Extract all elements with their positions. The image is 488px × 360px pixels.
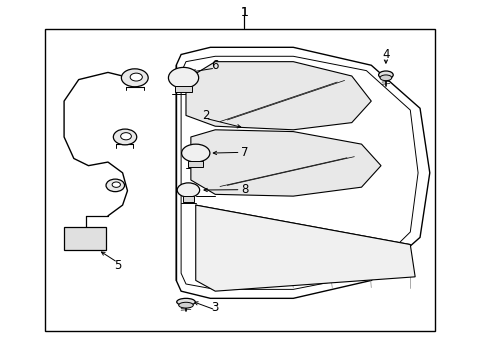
- Ellipse shape: [177, 183, 199, 197]
- Text: 7: 7: [240, 146, 248, 159]
- Bar: [182, 197, 194, 202]
- Ellipse shape: [378, 71, 392, 79]
- Polygon shape: [190, 130, 380, 196]
- Text: 8: 8: [240, 183, 248, 196]
- Text: 3: 3: [211, 301, 219, 314]
- Ellipse shape: [178, 302, 193, 308]
- Text: 5: 5: [114, 259, 121, 272]
- Ellipse shape: [113, 129, 137, 145]
- Bar: [44, 30, 434, 330]
- Polygon shape: [185, 62, 370, 130]
- Ellipse shape: [112, 182, 120, 187]
- Ellipse shape: [379, 75, 391, 81]
- Bar: [187, 161, 202, 167]
- Ellipse shape: [106, 179, 124, 192]
- Ellipse shape: [181, 144, 209, 162]
- Text: 2: 2: [202, 109, 209, 122]
- Text: 4: 4: [382, 48, 389, 61]
- Polygon shape: [195, 205, 414, 291]
- Ellipse shape: [168, 67, 198, 88]
- Text: 6: 6: [211, 59, 219, 72]
- Text: 1: 1: [240, 6, 248, 19]
- Bar: [174, 86, 192, 92]
- Ellipse shape: [121, 133, 131, 140]
- Ellipse shape: [176, 298, 195, 306]
- Ellipse shape: [121, 69, 148, 87]
- Text: 1: 1: [240, 6, 248, 19]
- Ellipse shape: [130, 73, 142, 81]
- Bar: [64, 226, 105, 250]
